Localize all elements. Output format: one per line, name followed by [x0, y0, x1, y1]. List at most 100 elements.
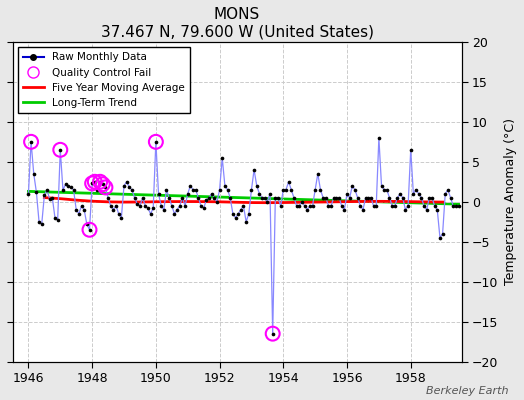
Point [345, 194, 354, 201]
Point [393, 194, 401, 201]
Point [324, 202, 333, 209]
Point [178, 194, 187, 201]
Point [117, 214, 126, 221]
Point [154, 190, 162, 197]
Point [85, 226, 94, 233]
Point [74, 210, 83, 217]
Point [242, 218, 250, 225]
Text: Berkeley Earth: Berkeley Earth [426, 386, 508, 396]
Point [377, 182, 386, 189]
Point [170, 210, 179, 217]
Point [83, 221, 91, 227]
Point [263, 198, 271, 205]
Title: MONS
37.467 N, 79.600 W (United States): MONS 37.467 N, 79.600 W (United States) [101, 7, 374, 39]
Point [24, 190, 32, 197]
Point [197, 202, 205, 209]
Point [64, 182, 72, 189]
Point [160, 206, 168, 213]
Point [99, 181, 107, 187]
Point [362, 194, 370, 201]
Point [125, 184, 134, 190]
Point [313, 170, 322, 177]
Point [189, 186, 197, 193]
Point [138, 194, 147, 201]
Point [305, 202, 314, 209]
Point [46, 196, 54, 202]
Point [364, 194, 373, 201]
Point [298, 198, 306, 205]
Point [255, 190, 264, 197]
Point [101, 184, 110, 190]
Point [375, 135, 383, 141]
Point [173, 206, 181, 213]
Point [223, 186, 232, 193]
Point [322, 194, 330, 201]
Point [399, 194, 407, 201]
Point [428, 194, 436, 201]
Point [433, 206, 441, 213]
Point [396, 190, 405, 197]
Point [390, 202, 399, 209]
Point [151, 139, 160, 145]
Point [268, 330, 277, 337]
Point [300, 202, 309, 209]
Point [414, 190, 423, 197]
Point [101, 184, 110, 190]
Point [120, 182, 128, 189]
Point [285, 178, 293, 185]
Point [43, 186, 51, 193]
Point [337, 202, 346, 209]
Point [407, 147, 415, 153]
Point [279, 186, 288, 193]
Point [80, 206, 89, 213]
Point [380, 186, 388, 193]
Point [93, 186, 102, 193]
Point [88, 180, 96, 186]
Point [38, 221, 46, 227]
Point [228, 210, 237, 217]
Point [72, 206, 80, 213]
Point [430, 202, 439, 209]
Point [112, 202, 120, 209]
Point [91, 178, 99, 185]
Point [27, 139, 35, 145]
Point [53, 217, 62, 223]
Point [104, 194, 112, 201]
Point [61, 181, 70, 187]
Point [441, 190, 450, 197]
Point [287, 186, 296, 193]
Point [268, 330, 277, 337]
Point [353, 194, 362, 201]
Point [35, 218, 43, 225]
Point [271, 194, 279, 201]
Point [141, 202, 149, 209]
Point [213, 198, 221, 205]
Point [96, 178, 104, 185]
Point [200, 205, 208, 211]
Point [369, 202, 378, 209]
Point [78, 202, 86, 209]
Point [202, 197, 211, 203]
Point [388, 202, 396, 209]
Point [446, 194, 455, 201]
Point [191, 186, 200, 193]
Point [27, 139, 35, 145]
Point [165, 194, 173, 201]
Point [292, 202, 301, 209]
Point [32, 189, 40, 195]
Point [412, 186, 420, 193]
Point [335, 194, 343, 201]
Point [208, 190, 216, 197]
Point [343, 190, 351, 197]
Point [266, 190, 274, 197]
Point [106, 202, 115, 209]
Point [128, 186, 136, 193]
Point [226, 194, 234, 201]
Point [133, 201, 141, 207]
Point [422, 206, 431, 213]
Point [340, 206, 348, 213]
Point [51, 214, 59, 221]
Point [162, 186, 171, 193]
Point [114, 210, 123, 217]
Point [260, 194, 269, 201]
